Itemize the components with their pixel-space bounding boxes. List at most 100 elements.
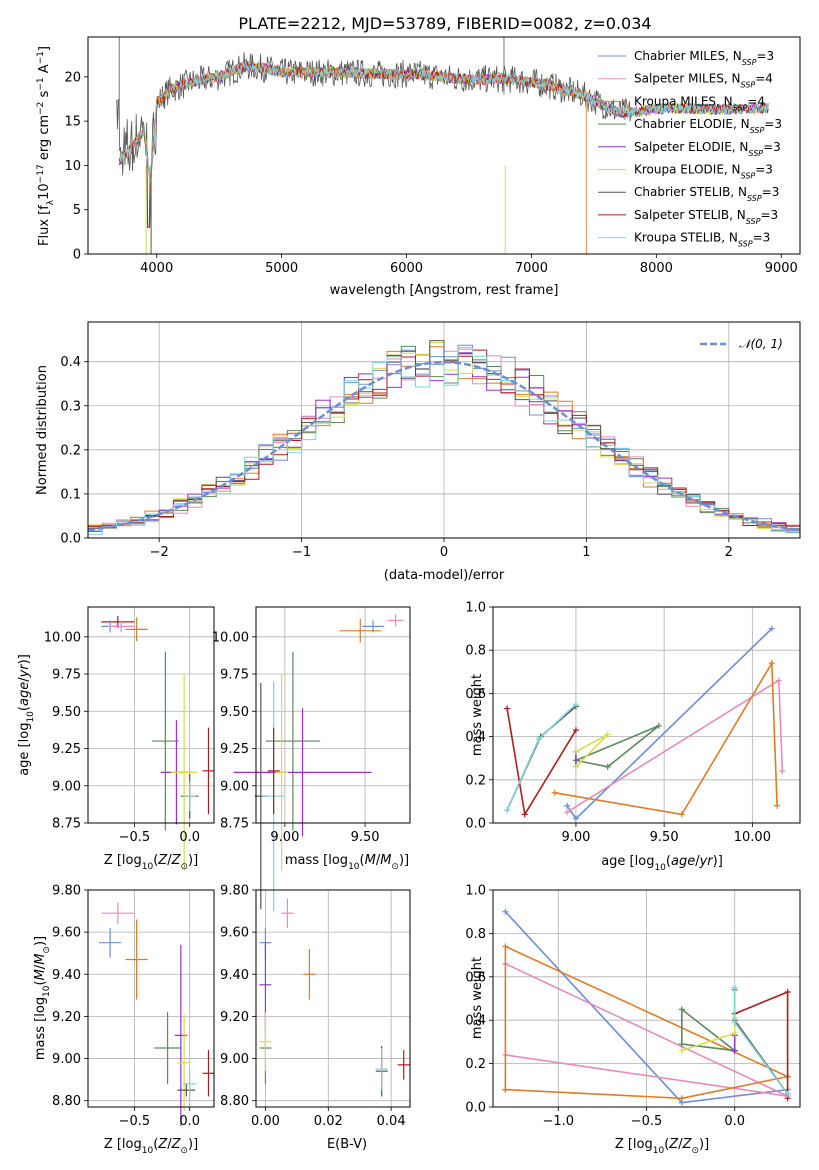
weight-vs-age-ylabel: mass weight: [470, 674, 485, 756]
residuals-legend: 𝒩(0, 1): [700, 337, 783, 351]
weight-point: [551, 789, 558, 796]
weight-point: [504, 807, 511, 814]
x-tick-label: 6000: [390, 261, 423, 276]
weight-point: [604, 763, 611, 770]
mass-vs-Z-ticks: −0.5 0.0 8.80 9.00 9.20 9.40 9.60 9.80: [52, 884, 200, 1130]
weight-vs-Z-xlabel: Z [log10(Z/Z⊙)]: [615, 1137, 709, 1156]
mass-vs-EBV-marks: [259, 898, 410, 1097]
weight-point: [572, 815, 579, 822]
residual-hist-7: [88, 349, 800, 527]
y-tick-label: 9.75: [52, 668, 81, 683]
legend-label: Chabrier MILES, NSSP=3: [634, 49, 774, 67]
age-vs-Z-ylabel: age [log10(age/yr)]: [17, 654, 36, 776]
y-tick-label: 9.80: [220, 884, 249, 899]
weight-point: [784, 988, 791, 995]
weight-point: [535, 735, 542, 742]
spectrum-line-2: [118, 61, 587, 254]
y-tick-label: 9.80: [52, 884, 81, 899]
spectrum-frame: [87, 36, 801, 255]
x-tick-label: 9.00: [561, 830, 590, 845]
spectrum-legend: Chabrier MILES, NSSP=3 Salpeter MILES, NS…: [598, 49, 782, 248]
y-tick-label: 9.00: [220, 779, 249, 794]
x-tick-label: 0: [440, 545, 448, 560]
weight-point: [572, 763, 579, 770]
weight-point: [774, 802, 781, 809]
age-vs-Z-panel: −0.5 0.0 8.75 9.00 9.25 9.50 9.75 10.00 Z [log1…: [17, 606, 215, 872]
y-tick-label: 0.3: [60, 399, 81, 414]
y-tick-label: 0.2: [465, 1057, 486, 1072]
age-vs-mass-panel: 9.00 9.50 8.75 9.00 9.25 9.50 9.75 10.00 mass […: [212, 606, 411, 911]
age-vs-Z-ticks: −0.5 0.0 8.75 9.00 9.25 9.50 9.75 10.00: [44, 630, 200, 845]
y-tick-label: 9.50: [52, 705, 81, 720]
mass-vs-Z-grid: [88, 889, 214, 1107]
y-tick-label: 0.0: [465, 1101, 486, 1116]
weight-vs-age-panel: 9.00 9.50 10.00 0.0 0.2 0.4 0.6 0.8 1.0 age [log…: [465, 601, 801, 873]
x-tick-label: 9.50: [650, 830, 679, 845]
weight-point: [768, 660, 775, 667]
weight-point: [678, 811, 685, 818]
legend-label: Salpeter MILES, NSSP=4: [634, 72, 773, 90]
y-tick-label: 0: [73, 248, 81, 263]
spectrum-marks: [116, 37, 769, 254]
y-tick-label: 0.8: [465, 927, 486, 942]
x-tick-label: 0.04: [377, 1114, 406, 1129]
residuals-ticks: −2 −1 0 1 2 0.0 0.1 0.2 0.3 0.4: [60, 355, 733, 560]
y-tick-label: 8.75: [52, 817, 81, 832]
y-tick-label: 0.0: [60, 532, 81, 547]
figure-title: PLATE=2212, MJD=53789, FIBERID=0082, z=0…: [238, 14, 651, 33]
x-tick-label: 0.00: [251, 1114, 280, 1129]
mass-vs-EBV-frame: [255, 889, 411, 1108]
weight-vs-age-ticks: 9.00 9.50 10.00 0.0 0.2 0.4 0.6 0.8 1.0: [465, 601, 771, 846]
y-tick-label: 8.75: [220, 817, 249, 832]
weight-point: [678, 1006, 685, 1013]
spectrum-ylabel-p0: Flux [f: [37, 205, 52, 246]
x-tick-label: 10.00: [734, 830, 771, 845]
x-tick-label: −0.5: [119, 1114, 151, 1129]
weight-point: [564, 802, 571, 809]
x-tick-label: 0.0: [179, 830, 200, 845]
mass-vs-EBV-ticks: 0.00 0.02 0.04 8.80 9.00 9.20 9.40 9.60 9.80: [220, 884, 406, 1130]
weight-vs-Z-ylabel: mass weight: [470, 957, 485, 1039]
weight-point: [564, 809, 571, 816]
weight-line-3: [680, 1007, 738, 1052]
y-tick-label: 9.00: [52, 1052, 81, 1067]
y-tick-label: 0.4: [465, 730, 486, 745]
weight-vs-Z-frame: [492, 889, 801, 1108]
weight-point: [678, 1041, 685, 1048]
weight-point: [655, 722, 662, 729]
weight-vs-Z-marks: [502, 908, 791, 1106]
y-tick-label: 9.00: [220, 1052, 249, 1067]
y-tick-label: 20: [64, 70, 81, 85]
age-vs-mass-ticks: 9.00 9.50 8.75 9.00 9.25 9.50 9.75 10.00: [212, 630, 380, 845]
weight-point: [768, 625, 775, 632]
x-tick-label: 4000: [140, 261, 173, 276]
y-tick-label: 1.0: [465, 884, 486, 899]
x-tick-label: 5000: [265, 261, 298, 276]
weight-line-3: [575, 725, 660, 768]
x-tick-label: 7000: [515, 261, 548, 276]
x-tick-label: 9000: [765, 261, 798, 276]
y-tick-label: 10.00: [44, 630, 81, 645]
x-tick-label: −0.5: [631, 1114, 663, 1129]
y-tick-label: 9.50: [220, 705, 249, 720]
x-tick-label: 1: [582, 545, 590, 560]
age-vs-Z-xlabel: Z [log10(Z/Z⊙)]: [104, 853, 198, 872]
age-vs-mass-xlabel: mass [log10(M/M⊙)]: [285, 853, 409, 872]
y-tick-label: 10.00: [212, 630, 249, 645]
y-tick-label: 9.40: [220, 968, 249, 983]
gaussian-legend-label: 𝒩(0, 1): [739, 337, 783, 351]
mass-vs-Z-ylabel: mass [log10(M/M⊙)]: [33, 936, 52, 1060]
y-tick-label: 9.40: [52, 968, 81, 983]
mass-vs-EBV-panel: 0.00 0.02 0.04 8.80 9.00 9.20 9.40 9.60 9.80 E(B…: [220, 884, 411, 1152]
y-tick-label: 8.80: [52, 1094, 81, 1109]
weight-vs-age-marks: [504, 625, 786, 822]
y-tick-label: 9.25: [220, 742, 249, 757]
legend-label: Chabrier ELODIE, NSSP=3: [634, 117, 782, 135]
weight-point: [572, 701, 579, 708]
age-vs-mass-frame: [255, 606, 411, 824]
legend-label: Kroupa ELODIE, NSSP=3: [634, 163, 773, 181]
x-tick-label: −1: [292, 545, 311, 560]
weight-point: [502, 908, 509, 915]
weight-point: [521, 811, 528, 818]
